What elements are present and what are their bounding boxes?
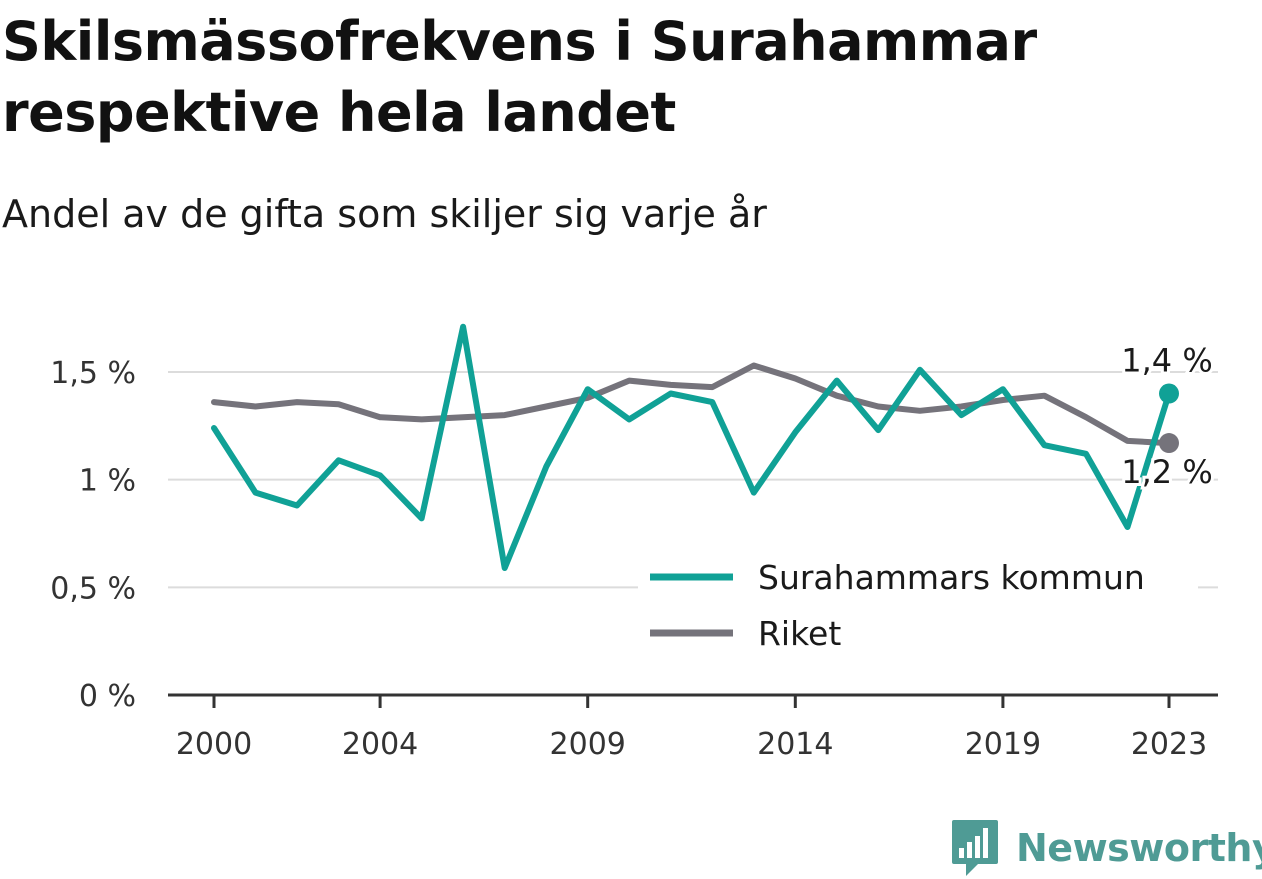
x-tick-label-4: 2019 bbox=[965, 727, 1041, 762]
y-tick-label-3: 1,5 % bbox=[50, 356, 136, 391]
y-tick-label-0: 0 % bbox=[79, 679, 136, 714]
legend-label-surahammar: Surahammars kommun bbox=[758, 558, 1145, 597]
series-line-riket bbox=[211, 362, 1172, 447]
end-label-riket: 1,2 % bbox=[1121, 453, 1212, 491]
x-tick-label-3: 2014 bbox=[757, 727, 833, 762]
end-labels: 1,4 % 1,2 % bbox=[1118, 339, 1215, 495]
legend-label-riket: Riket bbox=[758, 614, 841, 653]
y-tick-label-2: 1 % bbox=[79, 464, 136, 499]
series-line-surahammar bbox=[211, 323, 1172, 571]
legend: Surahammars kommun Riket bbox=[638, 550, 1198, 665]
y-axis-ticks: 0 % 0,5 % 1 % 1,5 % bbox=[50, 356, 136, 714]
newsworthy-logo-icon bbox=[952, 820, 998, 876]
end-point-riket bbox=[1159, 433, 1179, 454]
brand-name: Newsworthy bbox=[1016, 826, 1262, 870]
x-tick-label-1: 2004 bbox=[342, 727, 418, 762]
end-point-surahammar bbox=[1159, 383, 1179, 404]
chart-title: Skilsmässofrekvens i Surahammar respekti… bbox=[2, 10, 1037, 144]
x-axis-ticks: 2000 2004 2009 2014 2019 2023 bbox=[176, 695, 1207, 762]
brand-logo: Newsworthy bbox=[950, 818, 1262, 878]
chart-subtitle: Andel av de gifta som skiljer sig varje … bbox=[2, 192, 767, 236]
x-tick-label-0: 2000 bbox=[176, 727, 252, 762]
series-lines bbox=[211, 323, 1179, 571]
x-tick-label-5: 2023 bbox=[1131, 727, 1207, 762]
legend-background bbox=[638, 550, 1198, 665]
y-tick-label-1: 0,5 % bbox=[50, 571, 136, 606]
end-label-surahammar: 1,4 % bbox=[1121, 342, 1212, 380]
x-tick-label-2: 2009 bbox=[550, 727, 626, 762]
